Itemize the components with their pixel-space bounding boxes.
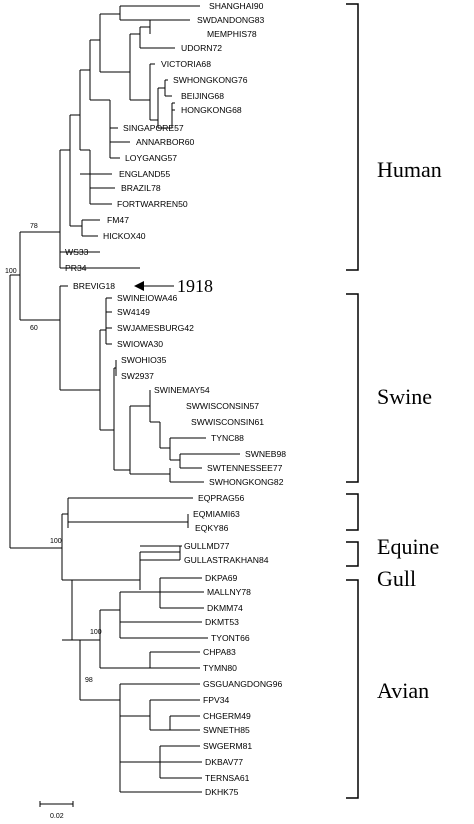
leaf-label-eqprag56: EQPRAG56 <box>198 493 245 503</box>
leaf-label-annarbor60: ANNARBOR60 <box>136 137 194 147</box>
leaf-label-hickox40: HICKOX40 <box>103 231 146 241</box>
leaf-label-tyont66: TYONT66 <box>211 633 250 643</box>
bootstrap-human: 78 <box>30 223 38 230</box>
bootstrap-avian-b: 98 <box>85 677 93 684</box>
leaf-label-swneth85: SWNETH85 <box>203 725 250 735</box>
leaf-label-ternsa61: TERNSA61 <box>205 773 250 783</box>
leaf-label-chgerm49: CHGERM49 <box>203 711 251 721</box>
leaf-label-eqky86: EQKY86 <box>195 523 229 533</box>
leaf-label-fm47: FM47 <box>107 215 129 225</box>
leaf-label-swwisconsin57: SWWISCONSIN57 <box>186 401 259 411</box>
tree-branches <box>9 5 240 793</box>
leaf-label-dkmm74: DKMM74 <box>207 603 243 613</box>
leaf-label-swneb98: SWNEB98 <box>245 449 286 459</box>
leaf-label-sw2937: SW2937 <box>121 371 154 381</box>
bootstrap-avian-a: 100 <box>90 629 102 636</box>
callout-1918: 1918 <box>177 276 213 296</box>
leaf-label-ws33: WS33 <box>65 247 89 257</box>
group-label-human: Human <box>377 157 442 182</box>
group-label-gull: Gull <box>377 566 416 591</box>
bootstrap-mammal: 100 <box>5 268 17 275</box>
leaf-label-tymn80: TYMN80 <box>203 663 237 673</box>
bootstrap-swine: 60 <box>30 325 38 332</box>
leaf-label-brazil78: BRAZIL78 <box>121 183 161 193</box>
leaf-label-pr34: PR34 <box>65 263 87 273</box>
leaf-label-dkbav77: DKBAV77 <box>205 757 243 767</box>
leaf-label-shanghai90: SHANGHAI90 <box>209 1 264 11</box>
leaf-label-memphis78: MEMPHIS78 <box>207 29 257 39</box>
group-label-equine: Equine <box>377 534 439 559</box>
leaf-label-singapore57: SINGAPORE57 <box>123 123 184 133</box>
leaf-label-dkmt53: DKMT53 <box>205 617 239 627</box>
leaf-label-beijing68: BEIJING68 <box>181 91 224 101</box>
leaf-label-brevig18: BREVIG18 <box>73 281 115 291</box>
leaf-label-dkpa69: DKPA69 <box>205 573 238 583</box>
scale-bar <box>39 801 74 807</box>
leaf-label-hongkong68: HONGKONG68 <box>181 105 242 115</box>
leaf-label-swdandong83: SWDANDONG83 <box>197 15 265 25</box>
scale-bar-label: 0.02 <box>50 813 64 820</box>
bracket-equine <box>346 493 359 531</box>
leaf-label-swinemay54: SWINEMAY54 <box>154 385 210 395</box>
leaf-label-swineiowa46: SWINEIOWA46 <box>117 293 178 303</box>
leaf-label-fpv34: FPV34 <box>203 695 229 705</box>
leaf-label-swgerm81: SWGERM81 <box>203 741 252 751</box>
leaf-label-gullmd77: GULLMD77 <box>184 541 230 551</box>
leaf-label-england55: ENGLAND55 <box>119 169 170 179</box>
leaf-label-swhongkong82: SWHONGKONG82 <box>209 477 284 487</box>
leaf-label-fortwarren50: FORTWARREN50 <box>117 199 188 209</box>
bracket-gull <box>346 541 359 567</box>
leaf-label-swhongkong76: SWHONGKONG76 <box>173 75 248 85</box>
bracket-swine <box>346 293 359 483</box>
bracket-avian <box>346 579 359 799</box>
leaf-label-chpa83: CHPA83 <box>203 647 236 657</box>
leaf-label-tync88: TYNC88 <box>211 433 244 443</box>
leaf-label-loygang57: LOYGANG57 <box>125 153 177 163</box>
bracket-human <box>346 3 359 271</box>
leaf-label-victoria68: VICTORIA68 <box>161 59 211 69</box>
leaf-labels: SHANGHAI90 SWDANDONG83 MEMPHIS78 UDORN72 VIC… <box>65 1 286 797</box>
leaf-label-dkhk75: DKHK75 <box>205 787 239 797</box>
callout-arrow-head-icon <box>134 281 144 291</box>
leaf-label-swiowa30: SWIOWA30 <box>117 339 163 349</box>
leaf-label-mallny78: MALLNY78 <box>207 587 251 597</box>
leaf-label-swjamesburg42: SWJAMESBURG42 <box>117 323 194 333</box>
leaf-label-gsguangdong96: GSGUANGDONG96 <box>203 679 282 689</box>
leaf-label-eqmiami63: EQMIAMI63 <box>193 509 240 519</box>
leaf-label-gullastrakhan84: GULLASTRAKHAN84 <box>184 555 269 565</box>
leaf-label-udorn72: UDORN72 <box>181 43 222 53</box>
group-label-swine: Swine <box>377 384 432 409</box>
leaf-label-sw4149: SW4149 <box>117 307 150 317</box>
bootstrap-avian-gull-equine: 100 <box>50 538 62 545</box>
leaf-label-swtennessee77: SWTENNESSEE77 <box>207 463 283 473</box>
leaf-label-swohio35: SWOHIO35 <box>121 355 167 365</box>
group-label-avian: Avian <box>377 678 429 703</box>
leaf-label-swwisconsin61: SWWISCONSIN61 <box>191 417 264 427</box>
